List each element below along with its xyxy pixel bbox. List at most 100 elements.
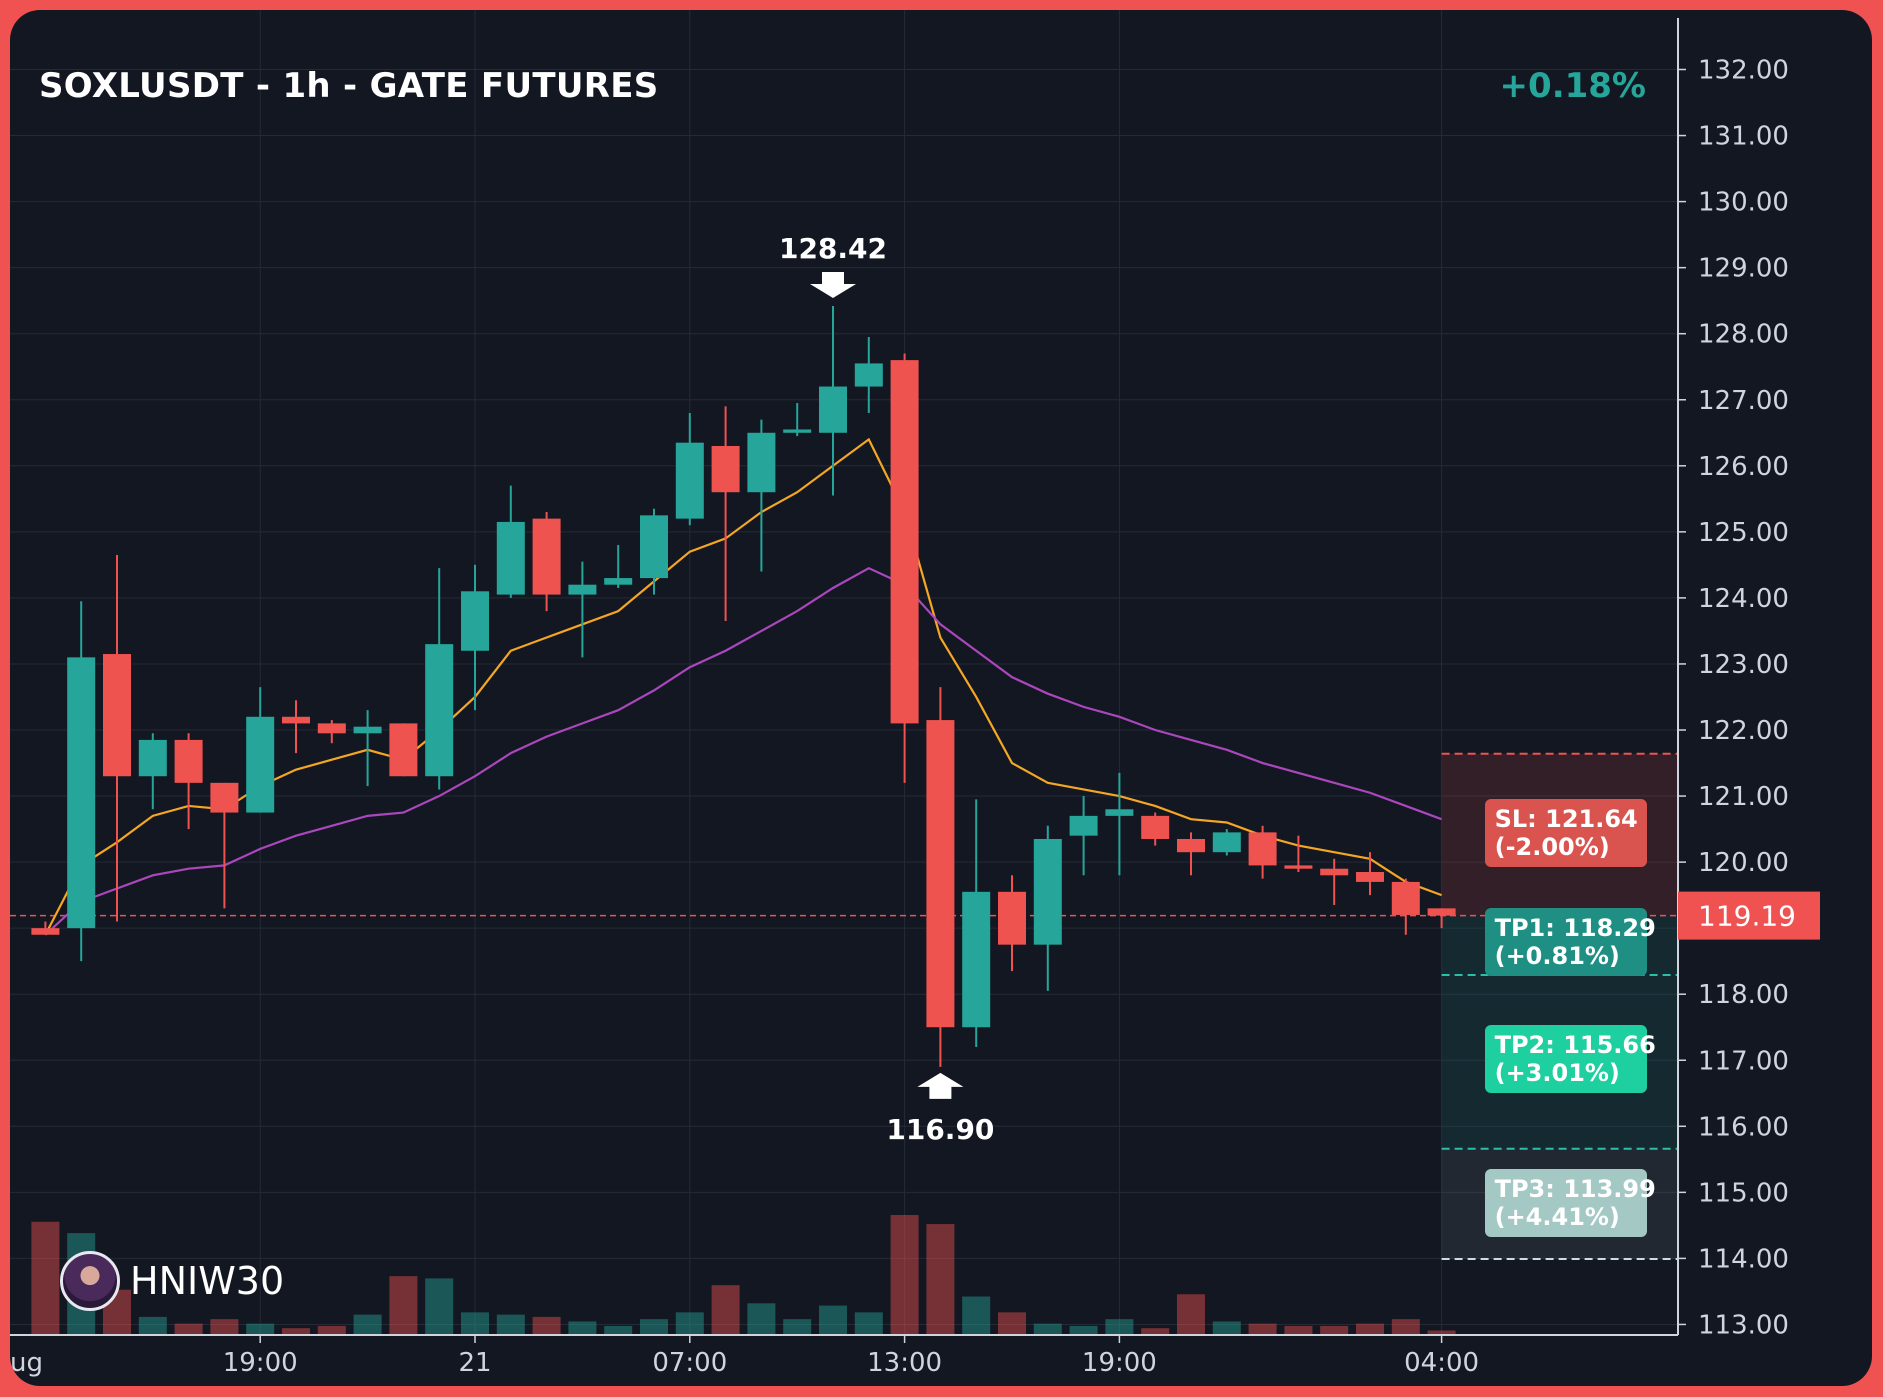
y-tick-label: 129.00	[1698, 254, 1789, 284]
volume-bar	[962, 1296, 991, 1335]
candle-body	[962, 891, 991, 1028]
volume-bar	[425, 1278, 454, 1335]
x-tick-label: 19:00	[1082, 1348, 1157, 1378]
take-profit-3-percent: (+4.41%)	[1494, 1203, 1620, 1232]
chart-title: SOXLUSDT - 1h - GATE FUTURES	[39, 66, 659, 106]
volume-bar	[890, 1215, 919, 1335]
candle-body	[640, 515, 668, 579]
author-name: HNIW30	[130, 1259, 285, 1303]
grid-lines	[10, 10, 1678, 1335]
volume-bar	[1105, 1319, 1134, 1335]
candle-body	[1391, 881, 1420, 915]
candle	[425, 568, 454, 790]
candle-body	[926, 720, 955, 1028]
candle	[1141, 812, 1170, 846]
y-tick-label: 124.00	[1698, 584, 1789, 614]
volume-bar	[1320, 1325, 1349, 1335]
volume-bar	[210, 1319, 239, 1335]
candle	[604, 545, 633, 588]
candle	[1284, 835, 1313, 873]
candle	[282, 700, 310, 754]
volume-bar	[389, 1276, 418, 1335]
stop-loss-percent: (-2.00%)	[1494, 832, 1610, 861]
high-arrow-icon	[810, 271, 856, 298]
candle	[1033, 825, 1062, 991]
y-tick-label: 113.00	[1698, 1310, 1789, 1340]
candle	[1177, 832, 1205, 876]
volume-bar	[138, 1316, 167, 1335]
volume-bar	[926, 1224, 955, 1335]
chart-frame: 128.42 116.90 113.00 114.00 115.00 116.00 117.…	[10, 10, 1872, 1386]
volume-bar	[353, 1314, 382, 1335]
candle	[67, 601, 96, 962]
take-profit-2-percent: (+3.01%)	[1494, 1058, 1620, 1087]
candle	[1069, 796, 1098, 876]
volume-bar	[1033, 1323, 1062, 1335]
candle	[461, 564, 489, 711]
candle	[1427, 908, 1456, 929]
volume-bar	[532, 1316, 561, 1335]
volume-bar	[246, 1323, 275, 1335]
volume-bar	[461, 1312, 489, 1335]
price-change-percent: +0.18%	[1499, 66, 1646, 106]
candle	[389, 723, 418, 777]
candle-body	[783, 429, 812, 433]
candle-body	[1212, 832, 1241, 853]
candle-body	[317, 723, 346, 734]
candle	[1356, 852, 1384, 896]
volume-bar	[604, 1325, 633, 1335]
candle	[246, 687, 275, 813]
candle-body	[1248, 832, 1277, 866]
author-watermark: HNIW30	[60, 1248, 284, 1314]
y-tick-label: 121.00	[1698, 782, 1789, 812]
candle-body	[1284, 865, 1313, 869]
candle-body	[604, 578, 633, 585]
candle-body	[1427, 908, 1456, 916]
candle	[1248, 825, 1277, 879]
y-tick-label: 120.00	[1698, 848, 1789, 878]
volume-bars	[31, 1215, 1456, 1335]
candle-body	[568, 584, 597, 595]
low-arrow-icon	[917, 1072, 964, 1099]
candles	[31, 305, 1456, 1067]
candle-body	[103, 654, 131, 777]
candle-body	[461, 591, 489, 651]
take-profit-3-price: TP3: 113.99	[1494, 1175, 1656, 1204]
volume-bar	[568, 1321, 597, 1335]
volume-bar	[783, 1319, 812, 1335]
candle-body	[711, 445, 740, 493]
candle-body	[389, 723, 418, 777]
volume-bar	[747, 1303, 776, 1335]
candle-body	[747, 432, 776, 493]
volume-bar	[1069, 1325, 1098, 1335]
candle	[819, 305, 847, 496]
volume-bar	[496, 1314, 525, 1335]
x-tick-label: ug	[10, 1348, 43, 1378]
volume-bar	[854, 1312, 883, 1335]
candle-body	[210, 782, 239, 813]
y-tick-label: 131.00	[1698, 122, 1789, 152]
candle	[711, 406, 740, 622]
candle-body	[1105, 809, 1134, 816]
candle	[1105, 772, 1134, 876]
candle	[747, 419, 776, 572]
candle-body	[1320, 868, 1349, 876]
take-profit-1-label: TP1: 118.29 (+0.81%)	[1484, 907, 1656, 976]
volume-bar	[819, 1305, 847, 1335]
candle	[998, 875, 1026, 972]
low-price-label: 116.90	[886, 1113, 994, 1146]
volume-bar	[1141, 1328, 1170, 1335]
take-profit-3-label: TP3: 113.99 (+4.41%)	[1484, 1169, 1656, 1238]
stop-loss-label: SL: 121.64 (-2.00%)	[1484, 798, 1647, 867]
volume-bar	[998, 1312, 1026, 1335]
candle-body	[675, 442, 704, 519]
y-tick-label: 126.00	[1698, 452, 1789, 482]
candle-body	[246, 716, 275, 813]
volume-bar	[1248, 1323, 1277, 1335]
candle	[138, 733, 167, 810]
volume-bar	[282, 1328, 310, 1335]
candle-body	[998, 891, 1026, 945]
avatar	[60, 1251, 120, 1311]
x-tick-label: 21	[458, 1348, 491, 1378]
candle	[103, 554, 131, 922]
